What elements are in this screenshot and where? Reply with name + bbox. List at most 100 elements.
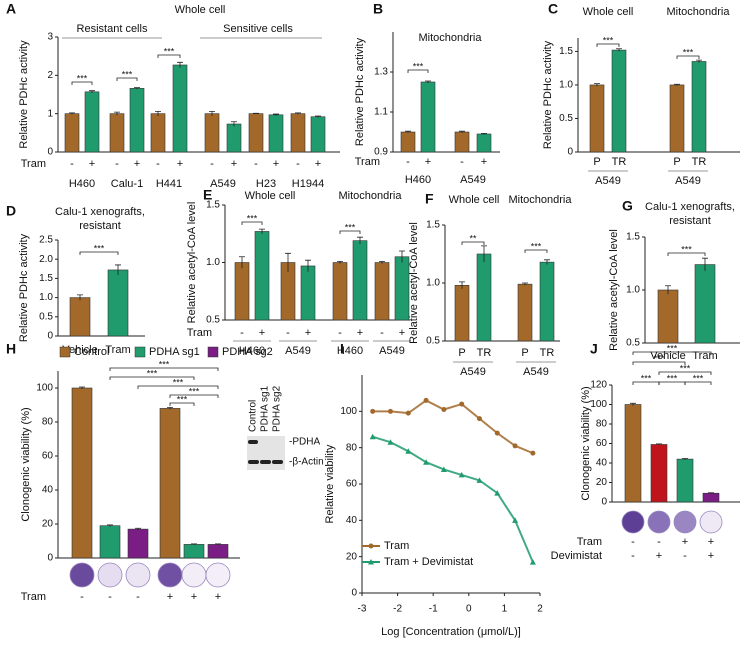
error-bar [459, 281, 465, 289]
x-tick-label: -1 [429, 604, 438, 615]
group-label: H460 [239, 345, 265, 357]
x-tick-label: -2 [393, 604, 402, 615]
y-tick-label: 0.5 [626, 338, 640, 349]
bar [400, 131, 416, 153]
group-label: A549 [210, 178, 236, 190]
y-tick-label: 1.0 [206, 257, 220, 268]
error-bar [665, 285, 671, 295]
error-bar [405, 130, 411, 133]
y-axis-label: Clonogenic viability (%) [580, 386, 592, 500]
y-axis-label: Relative acetyl-CoA level [186, 202, 198, 324]
data-point [370, 408, 376, 414]
row-value: + [89, 158, 95, 170]
bar [290, 113, 306, 153]
blot-band [272, 460, 283, 464]
y-tick-label: 20 [346, 551, 358, 562]
data-point [441, 407, 447, 413]
bar [476, 133, 492, 153]
error-bar [682, 458, 688, 460]
bar [109, 113, 125, 153]
data-point [512, 443, 518, 449]
significance-bracket [658, 371, 712, 375]
row-value: + [682, 536, 688, 548]
error-bar [379, 260, 385, 264]
y-tick-label: 1.0 [559, 80, 573, 91]
bar [691, 61, 707, 153]
y-tick-label: 1 [47, 108, 53, 119]
error-bar [239, 256, 245, 269]
panel-title: Whole cell [245, 190, 296, 202]
row-value: - [683, 550, 687, 562]
row-value: + [215, 591, 221, 603]
data-point [387, 408, 393, 414]
y-tick-label: 2 [47, 70, 53, 81]
error-bar [674, 83, 680, 86]
bar [172, 64, 188, 153]
legend-label: PDHA sg1 [149, 346, 200, 358]
legend-label: Tram [384, 540, 409, 552]
row-value: + [481, 156, 487, 168]
y-axis-label: Relative acetyl-CoA level [408, 222, 420, 344]
bar [84, 91, 100, 153]
error-bar [167, 406, 173, 410]
row-value: - [156, 158, 160, 170]
row-label: Tram [355, 156, 380, 168]
panel-letter: B [373, 1, 383, 17]
significance-label: *** [94, 243, 105, 253]
data-point [405, 410, 411, 416]
row-value: + [177, 158, 183, 170]
row-value: - [115, 158, 119, 170]
colony-dish [125, 562, 151, 588]
panel-letter: D [6, 203, 16, 219]
row-value: - [406, 156, 410, 168]
panel-title: Mitochondria [667, 6, 731, 18]
y-tick-label: 2.0 [39, 254, 53, 265]
y-tick-label: 1.5 [426, 220, 440, 231]
error-bar [702, 257, 708, 271]
x-tick-label: 0 [466, 604, 472, 615]
error-bar [285, 252, 291, 272]
data-point [494, 430, 500, 436]
significance-label: *** [173, 377, 184, 387]
panel-title: Calu-1 xenografts, [55, 206, 145, 218]
y-tick-label: 1.3 [374, 67, 388, 78]
group-label: Calu-1 [111, 178, 143, 190]
row-value: + [259, 327, 265, 339]
error-bar [273, 113, 279, 116]
bar [650, 444, 668, 503]
y-tick-label: 0 [47, 331, 53, 342]
row-value: - [210, 158, 214, 170]
data-point [387, 439, 394, 445]
significance-label: *** [164, 46, 175, 56]
bar [310, 116, 326, 153]
y-tick-label: 0 [601, 497, 607, 508]
blot-lane: PDHA sg1 [260, 385, 271, 432]
significance-label: *** [413, 61, 424, 71]
bar [589, 84, 605, 153]
y-tick-label: 80 [42, 417, 54, 428]
subtitle: Resistant cells [77, 23, 148, 35]
error-bar [259, 228, 265, 234]
error-bar [337, 260, 343, 264]
x-tick-label: Tram [105, 344, 130, 356]
y-tick-label: 80 [346, 442, 358, 453]
legend-swatch [134, 346, 146, 358]
y-tick-label: 100 [590, 399, 607, 410]
y-tick-label: 1.1 [374, 107, 388, 118]
y-tick-label: 60 [42, 451, 54, 462]
significance-bracket [241, 221, 263, 225]
y-tick-label: 20 [42, 519, 54, 530]
row-label: Devimistat [551, 550, 602, 562]
bar [207, 544, 229, 559]
colony-dish [621, 510, 645, 534]
significance-bracket [632, 361, 686, 365]
panel-title: Whole cell [449, 194, 500, 206]
y-tick-label: 40 [346, 515, 358, 526]
error-bar [459, 130, 465, 133]
panel-title: Mitochondria [419, 32, 483, 44]
significance-label: *** [177, 394, 188, 404]
group-label: H441 [156, 178, 182, 190]
significance-label: *** [680, 363, 691, 373]
data-point [405, 448, 412, 454]
